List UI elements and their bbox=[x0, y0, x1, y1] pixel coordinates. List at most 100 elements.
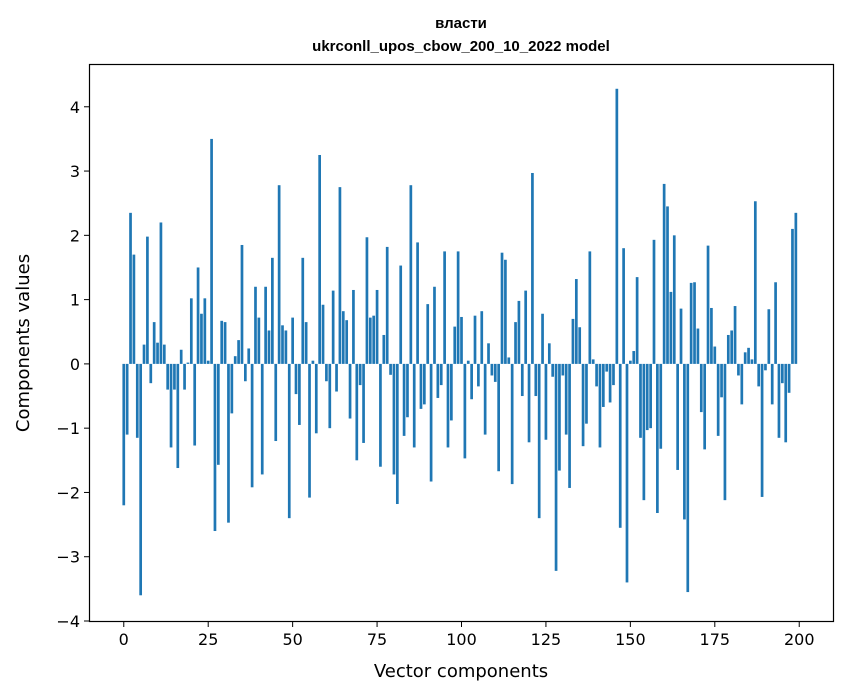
bar bbox=[794, 212, 798, 364]
bar bbox=[733, 306, 737, 364]
bar bbox=[213, 363, 217, 532]
bar bbox=[271, 257, 274, 364]
bar bbox=[605, 363, 609, 372]
x-tick-label: 25 bbox=[198, 630, 218, 649]
x-tick-label: 125 bbox=[531, 630, 562, 649]
bar bbox=[645, 363, 649, 431]
bar bbox=[173, 363, 176, 390]
bar bbox=[527, 363, 531, 443]
bar bbox=[406, 363, 409, 418]
bar bbox=[200, 313, 203, 364]
bar bbox=[244, 363, 247, 382]
bar bbox=[382, 334, 386, 364]
bar bbox=[179, 349, 183, 364]
chart-title: власти bbox=[435, 15, 487, 32]
bar bbox=[696, 328, 700, 364]
bar bbox=[534, 363, 538, 397]
bar bbox=[338, 187, 342, 364]
bar bbox=[352, 289, 355, 364]
bar bbox=[341, 311, 345, 364]
bar bbox=[470, 363, 473, 400]
bar bbox=[395, 363, 399, 505]
bar bbox=[598, 363, 602, 448]
bar bbox=[216, 363, 220, 465]
y-tick-label: −2 bbox=[56, 483, 80, 502]
bar bbox=[379, 363, 382, 467]
bar bbox=[264, 286, 267, 364]
y-tick-label: −3 bbox=[56, 548, 80, 567]
bar bbox=[493, 363, 497, 382]
bar bbox=[716, 363, 720, 436]
x-tick-label: 150 bbox=[615, 630, 646, 649]
bar bbox=[416, 242, 419, 364]
bar bbox=[517, 300, 521, 364]
bar bbox=[220, 320, 224, 364]
bar bbox=[723, 363, 727, 501]
bar bbox=[750, 359, 754, 364]
bar bbox=[426, 304, 430, 364]
bar bbox=[544, 363, 548, 440]
y-tick-label: −4 bbox=[56, 612, 80, 631]
bar bbox=[656, 363, 659, 514]
bar bbox=[169, 363, 173, 448]
bar bbox=[358, 363, 362, 386]
bar bbox=[726, 334, 730, 364]
bar bbox=[683, 363, 686, 520]
bar bbox=[135, 363, 139, 438]
bar bbox=[777, 363, 781, 438]
bar bbox=[531, 172, 534, 364]
bar bbox=[365, 237, 369, 364]
bar bbox=[254, 286, 257, 364]
bar bbox=[193, 363, 197, 446]
bar bbox=[672, 235, 676, 364]
bar bbox=[504, 259, 507, 364]
bar bbox=[737, 363, 740, 376]
x-axis-label: Vector components bbox=[374, 661, 548, 682]
bar bbox=[291, 317, 294, 364]
bar bbox=[720, 363, 723, 398]
bar bbox=[757, 363, 761, 387]
bar bbox=[146, 236, 149, 364]
bar bbox=[595, 363, 598, 387]
bar bbox=[433, 286, 436, 364]
bar bbox=[676, 363, 679, 470]
bar bbox=[679, 308, 683, 364]
bar bbox=[423, 363, 426, 405]
bar bbox=[662, 183, 666, 364]
bar bbox=[446, 363, 450, 448]
bar bbox=[524, 290, 528, 364]
bar bbox=[554, 363, 558, 571]
bar bbox=[642, 363, 646, 501]
bar bbox=[466, 360, 470, 364]
bar bbox=[564, 363, 568, 435]
bar bbox=[450, 363, 453, 421]
bar bbox=[480, 311, 484, 364]
bar bbox=[537, 363, 541, 519]
bar bbox=[571, 318, 575, 364]
bar bbox=[274, 363, 278, 442]
x-tick-label: 100 bbox=[446, 630, 477, 649]
bar bbox=[355, 363, 359, 461]
bar bbox=[608, 363, 612, 403]
bar bbox=[483, 363, 487, 435]
bar bbox=[375, 289, 379, 364]
bar bbox=[669, 291, 673, 364]
bar bbox=[591, 359, 595, 364]
bar bbox=[314, 363, 318, 434]
bar bbox=[514, 322, 517, 364]
bar bbox=[277, 185, 281, 364]
bar bbox=[230, 363, 234, 414]
bar bbox=[203, 298, 207, 364]
x-tick-label: 175 bbox=[700, 630, 731, 649]
bar bbox=[460, 316, 463, 364]
bar bbox=[784, 363, 788, 443]
bar bbox=[652, 239, 656, 364]
bar bbox=[287, 363, 291, 519]
bar bbox=[774, 282, 777, 364]
bar bbox=[156, 342, 159, 364]
bar bbox=[392, 363, 396, 475]
bar bbox=[183, 363, 186, 390]
bar bbox=[612, 363, 615, 386]
bar bbox=[348, 363, 352, 419]
